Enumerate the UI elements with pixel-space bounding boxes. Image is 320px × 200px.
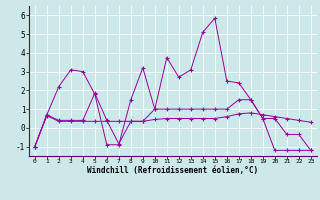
- X-axis label: Windchill (Refroidissement éolien,°C): Windchill (Refroidissement éolien,°C): [87, 166, 258, 175]
